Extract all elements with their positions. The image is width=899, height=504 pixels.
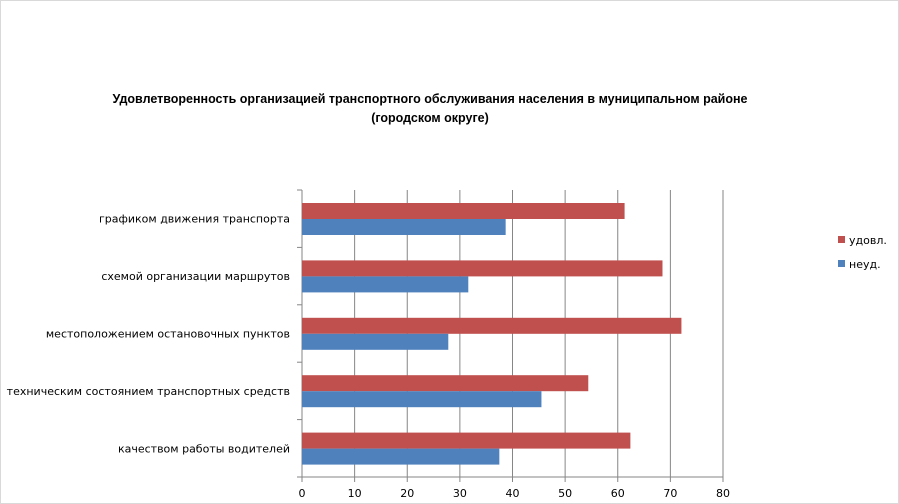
chart-title: Удовлетворенность организацией транспорт… xyxy=(60,90,800,128)
category-label: техническим состоянием транспортных сред… xyxy=(7,385,290,398)
bar-udovl xyxy=(302,432,631,449)
category-label: качеством работы водителей xyxy=(118,442,290,455)
x-tick-label: 80 xyxy=(716,487,730,500)
legend-swatch xyxy=(838,260,845,267)
x-tick-label: 70 xyxy=(663,487,677,500)
legend-label: неуд. xyxy=(849,258,881,271)
bar-neud xyxy=(302,219,506,235)
x-tick-label: 10 xyxy=(348,487,362,500)
x-tick-label: 30 xyxy=(453,487,467,500)
x-tick-label: 20 xyxy=(400,487,414,500)
bar-neud xyxy=(302,333,449,350)
bar-udovl xyxy=(302,203,625,219)
chart-title-main: Удовлетворенность организацией транспорт… xyxy=(112,92,748,106)
x-tick-label: 0 xyxy=(299,487,306,500)
category-label: местоположением остановочных пунктов xyxy=(46,328,290,341)
bar-neud xyxy=(302,391,542,408)
bar-neud xyxy=(302,448,500,465)
bar-neud xyxy=(302,276,469,293)
category-label: графиком движения транспорта xyxy=(99,213,290,226)
x-tick-label: 60 xyxy=(611,487,625,500)
legend-label: удовл. xyxy=(849,234,887,247)
x-tick-label: 50 xyxy=(558,487,572,500)
bar-udovl xyxy=(302,260,663,277)
x-tick-label: 40 xyxy=(506,487,520,500)
legend-swatch xyxy=(838,236,845,243)
bar-udovl xyxy=(302,375,589,392)
category-label: схемой организации маршрутов xyxy=(101,270,290,283)
chart-subtitle: (городском округе) xyxy=(371,111,489,125)
bar-udovl xyxy=(302,317,682,334)
